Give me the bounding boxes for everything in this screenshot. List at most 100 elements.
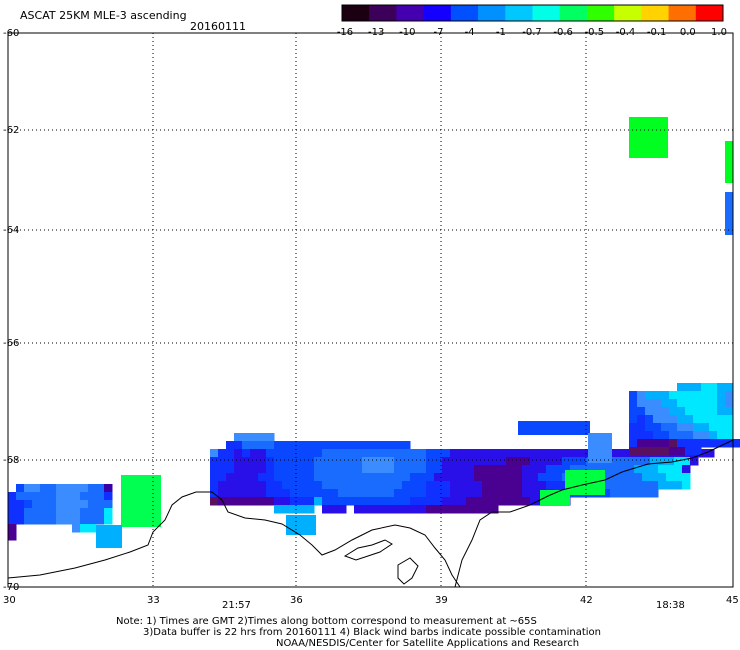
swath-cell — [16, 516, 25, 525]
swath-cell — [474, 473, 483, 482]
swath-cell — [88, 492, 97, 501]
swath-cell — [693, 383, 702, 392]
swath-cell — [104, 484, 113, 493]
swath-cell — [258, 489, 267, 498]
swath-cell — [434, 449, 443, 458]
swath-cell — [258, 465, 267, 474]
swath-cell — [250, 441, 259, 450]
swath-cell — [330, 505, 339, 514]
swath-cell — [629, 431, 638, 440]
swath-cell — [674, 465, 683, 474]
swath-cell — [466, 489, 475, 498]
swath-cell — [717, 439, 726, 448]
swath-cell — [250, 473, 259, 482]
swath-cell — [64, 508, 73, 517]
swath-cell — [442, 481, 451, 490]
swath-cell — [642, 473, 651, 482]
swath-cell — [426, 481, 435, 490]
swath-cell — [610, 481, 619, 490]
swath-cell — [588, 433, 612, 463]
swath-cell — [32, 516, 41, 525]
swath-cell — [386, 481, 395, 490]
swath-cell — [725, 141, 733, 183]
swath-cell — [530, 449, 539, 458]
swath-cell — [402, 449, 411, 458]
swath-cell — [48, 500, 57, 509]
wind-swaths — [8, 117, 740, 548]
swath-cell — [653, 407, 662, 416]
swath-cell — [482, 505, 491, 514]
swath-cell — [685, 415, 694, 424]
swath-cell — [121, 475, 161, 527]
swath-cell — [330, 465, 339, 474]
swath-cell — [661, 415, 670, 424]
swath-cell — [717, 415, 726, 424]
swath-cell — [602, 473, 611, 482]
swath-cell — [218, 465, 227, 474]
swath-cell — [653, 415, 662, 424]
swath-cell — [645, 447, 654, 456]
swath-cell — [634, 489, 643, 498]
swath-cell — [362, 473, 371, 482]
swath-cell — [458, 457, 467, 466]
swath-cell — [314, 481, 323, 490]
swath-cell — [442, 473, 451, 482]
swath-cell — [322, 449, 331, 458]
swath-cell — [642, 457, 651, 466]
swath-cell — [693, 415, 702, 424]
swath-cell — [629, 117, 668, 158]
swath-cell — [346, 457, 355, 466]
lon-label: 42 — [580, 595, 593, 606]
swath-cell — [629, 447, 638, 456]
swath-cell — [458, 505, 467, 514]
swath-cell — [666, 465, 675, 474]
swath-cell — [370, 505, 379, 514]
swath-cell — [701, 423, 710, 432]
swath-cell — [258, 433, 267, 442]
swath-cell — [618, 465, 627, 474]
swath-cell — [717, 407, 726, 416]
swath-cell — [298, 449, 307, 458]
swath-cell — [314, 457, 323, 466]
swath-cell — [629, 391, 638, 400]
swath-cell — [538, 473, 547, 482]
swath-cell — [322, 465, 331, 474]
swath-cell — [354, 465, 363, 474]
swath-cell — [40, 516, 49, 525]
swath-cell — [338, 505, 347, 514]
swath-cell — [498, 481, 507, 490]
swath-cell — [226, 457, 235, 466]
swath-cell — [274, 481, 283, 490]
swath-cell — [546, 457, 555, 466]
swath-cell — [338, 489, 347, 498]
swath-cell — [96, 516, 105, 525]
swath-cell — [546, 481, 555, 490]
swath-cell — [650, 473, 659, 482]
swath-cell — [733, 439, 740, 448]
swath-cell — [338, 449, 347, 458]
swath-cell — [226, 473, 235, 482]
swath-cell — [458, 465, 467, 474]
colorbar-cell — [559, 5, 588, 21]
swath-cell — [442, 505, 451, 514]
swath-cell — [290, 481, 299, 490]
swath-cell — [530, 465, 539, 474]
lat-label: -70 — [3, 582, 19, 593]
swath-cell — [346, 497, 355, 506]
swath-cell — [410, 505, 419, 514]
swath-cell — [346, 481, 355, 490]
swath-cell — [418, 457, 427, 466]
swath-cell — [24, 484, 33, 493]
swath-cell — [410, 481, 419, 490]
colorbar-cell — [532, 5, 561, 21]
swath-cell — [306, 481, 315, 490]
swath-cell — [490, 449, 499, 458]
swath-cell — [701, 399, 710, 408]
swath-cell — [56, 492, 65, 501]
swath-cell — [434, 465, 443, 474]
swath-cell — [56, 516, 65, 525]
swath-cell — [610, 489, 619, 498]
colorbar-cell — [478, 5, 506, 21]
swath-cell — [482, 489, 491, 498]
swath-cell — [634, 473, 643, 482]
